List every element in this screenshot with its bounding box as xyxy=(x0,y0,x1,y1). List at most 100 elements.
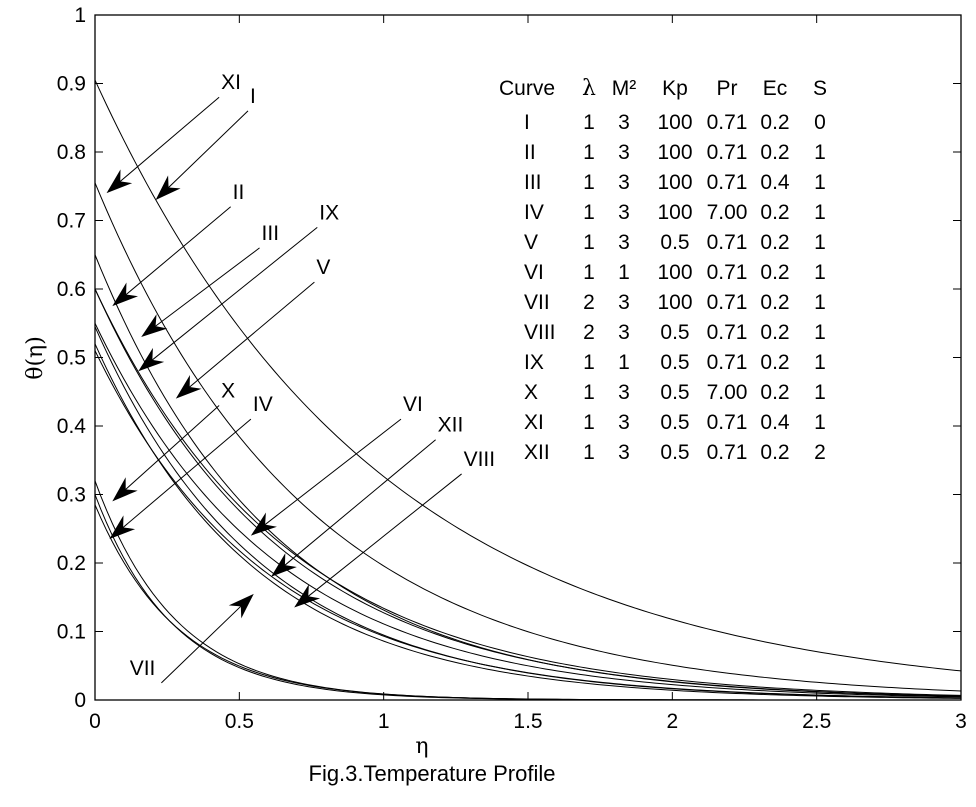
table-cell: 0.5 xyxy=(660,441,689,464)
table-cell: 0.2 xyxy=(760,381,789,404)
table-cell: 0.5 xyxy=(660,351,689,374)
table-cell: 0.2 xyxy=(760,141,789,164)
curve-VII xyxy=(94,494,961,701)
table-cell: 100 xyxy=(657,111,692,134)
table-cell: 0.2 xyxy=(760,201,789,224)
table-cell: III xyxy=(524,171,542,194)
annotation-label: VII xyxy=(130,657,156,680)
parameter-table: Curve λ M² Kp Pr Ec SI 1 3 100 0.71 0.2 0II 1 3 100 0.71… xyxy=(499,76,827,464)
annotation-label: XI xyxy=(221,71,241,94)
y-tick-label: 0.4 xyxy=(57,415,87,438)
table-cell: 3 xyxy=(618,141,630,164)
y-tick-label: 0.8 xyxy=(57,141,86,164)
table-cell: 3 xyxy=(618,411,630,434)
table-cell: 100 xyxy=(657,141,692,164)
table-cell: 1 xyxy=(583,441,595,464)
annotation-arrow-head xyxy=(112,282,139,307)
table-row: VI 1 1 100 0.71 0.2 1 xyxy=(524,261,826,284)
annotation-arrow-line xyxy=(125,206,231,295)
table-cell: 0.71 xyxy=(707,261,748,284)
table-cell: 0.5 xyxy=(660,411,689,434)
table-cell: 0.71 xyxy=(707,141,748,164)
table-cell: 0.4 xyxy=(760,171,790,194)
table-cell: I xyxy=(524,111,530,134)
annotation-arrow-line xyxy=(125,405,220,490)
curve-IV xyxy=(94,504,961,701)
table-row: XI 1 3 0.5 0.71 0.4 1 xyxy=(524,411,826,434)
table-header: M² xyxy=(612,77,637,100)
y-tick-label: 0.1 xyxy=(57,621,86,644)
x-tick-label: 1.5 xyxy=(513,710,542,733)
table-cell: 1 xyxy=(583,351,595,374)
table-cell: 0.2 xyxy=(760,111,789,134)
annotation-arrow-head xyxy=(250,512,277,536)
curve-IX xyxy=(94,288,962,696)
annotation-IV: IV xyxy=(109,393,273,540)
annotation-arrow-head xyxy=(112,477,138,502)
x-tick-label: 0.5 xyxy=(225,710,254,733)
curve-X xyxy=(94,480,961,701)
table-cell: 1 xyxy=(583,111,595,134)
table-cell: XII xyxy=(524,441,550,464)
table-header: S xyxy=(813,77,827,100)
table-cell: X xyxy=(524,381,538,404)
table-row: II 1 3 100 0.71 0.2 1 xyxy=(524,141,826,164)
table-row: IX 1 1 0.5 0.71 0.2 1 xyxy=(524,351,826,374)
table-cell: 0.2 xyxy=(760,441,789,464)
table-cell: 7.00 xyxy=(707,201,748,224)
curve-XI xyxy=(94,182,962,692)
table-cell: 0 xyxy=(814,111,826,134)
y-tick-label: 0.3 xyxy=(57,484,86,507)
table-cell: 0.71 xyxy=(707,321,748,344)
annotation-arrow-line xyxy=(168,110,249,188)
table-cell: 0.2 xyxy=(760,291,789,314)
table-cell: 1 xyxy=(618,351,630,374)
x-tick-label: 2.5 xyxy=(802,710,831,733)
table-cell: 3 xyxy=(618,441,630,464)
x-tick-label: 3 xyxy=(955,710,967,733)
annotation-label: VIII xyxy=(464,448,496,471)
y-tick-label: 0.9 xyxy=(57,73,86,96)
table-row: X 1 3 0.5 7.00 0.2 1 xyxy=(524,381,826,404)
table-cell: 3 xyxy=(618,231,630,254)
y-tick-label: 0 xyxy=(74,689,86,712)
table-cell: 1 xyxy=(814,321,826,344)
table-cell: 0.71 xyxy=(707,111,748,134)
table-cell: 0.2 xyxy=(760,261,789,284)
table-cell: VI xyxy=(524,261,544,284)
table-cell: 0.4 xyxy=(760,411,790,434)
x-axis-label: η xyxy=(415,734,428,759)
y-tick-label: 1 xyxy=(74,4,86,27)
annotation-arrow-head xyxy=(106,169,133,194)
y-axis-label: θ(η) xyxy=(23,336,48,380)
table-cell: 2 xyxy=(583,321,595,344)
annotation-II: II xyxy=(112,181,244,307)
y-tick-label: 0.5 xyxy=(57,347,86,370)
table-cell: 3 xyxy=(618,321,630,344)
table-cell: 1 xyxy=(583,141,595,164)
table-cell: 1 xyxy=(583,381,595,404)
table-cell: 1 xyxy=(583,411,595,434)
curve-III xyxy=(94,288,962,697)
annotation-label: IV xyxy=(253,393,273,416)
table-cell: 1 xyxy=(583,171,595,194)
annotation-III: III xyxy=(141,222,279,337)
annotation-arrow-line xyxy=(264,418,402,525)
table-cell: 0.71 xyxy=(707,351,748,374)
annotation-label: I xyxy=(250,85,256,108)
table-cell: IX xyxy=(524,351,544,374)
table-cell: 1 xyxy=(814,201,826,224)
table-cell: 1 xyxy=(814,141,826,164)
annotation-label: IX xyxy=(319,201,339,224)
table-cell: 3 xyxy=(618,291,630,314)
annotation-arrow-line xyxy=(155,247,260,327)
annotation-X: X xyxy=(112,379,235,502)
annotation-VI: VI xyxy=(250,393,423,536)
table-cell: 2 xyxy=(583,291,595,314)
table-header: Kp xyxy=(662,77,688,100)
table-cell: 2 xyxy=(814,441,826,464)
annotation-arrow-head xyxy=(271,553,297,577)
annotation-label: V xyxy=(316,256,330,279)
annotation-arrow-head xyxy=(155,175,181,200)
